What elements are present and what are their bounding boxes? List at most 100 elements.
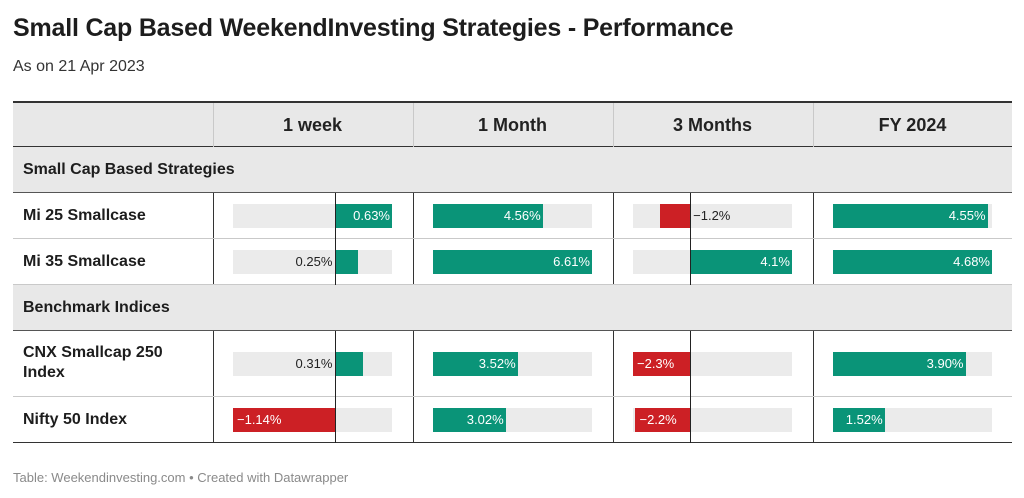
value-label: 4.68% — [953, 254, 990, 269]
column-header-fy-2024: FY 2024 — [878, 115, 947, 135]
positive-bar — [833, 250, 992, 274]
column-divider — [813, 239, 814, 284]
column-divider — [813, 193, 814, 238]
positive-bar — [433, 204, 543, 228]
column-divider — [813, 331, 814, 396]
header-separator — [213, 103, 214, 147]
row-label: Mi 25 Smallcase — [23, 207, 146, 224]
positive-bar — [335, 352, 364, 376]
column-divider — [213, 239, 214, 284]
zero-line — [690, 331, 692, 397]
value-label: 4.55% — [948, 208, 986, 223]
positive-bar — [833, 408, 885, 432]
table-row: Nifty 50 Index −1.14% 3.02% −2.2% 1.52% — [13, 397, 1012, 443]
chart-footer: Table: Weekendinvesting.com • Created wi… — [13, 470, 349, 485]
header-separator — [813, 103, 814, 147]
zero-line — [690, 397, 692, 443]
row-label: CNX Smallcap 250 Index — [23, 344, 163, 381]
group-row: Benchmark Indices — [13, 285, 1012, 331]
column-header-1-month: 1 Month — [478, 115, 547, 135]
value-label: 3.90% — [926, 356, 964, 371]
column-divider — [613, 193, 614, 238]
bar-cell: 4.56% — [433, 204, 592, 228]
table-row: Mi 35 Smallcase 0.25% 6.61% 4.1% 4.68% — [13, 239, 1012, 285]
negative-bar — [635, 408, 691, 432]
negative-bar — [233, 408, 336, 432]
column-divider — [413, 193, 414, 238]
column-divider — [213, 193, 214, 238]
bar-track — [633, 204, 792, 228]
header-separator — [613, 103, 614, 147]
column-divider — [613, 331, 614, 396]
chart-subtitle: As on 21 Apr 2023 — [13, 58, 145, 75]
column-divider — [813, 397, 814, 442]
value-label: 1.52% — [845, 412, 883, 427]
performance-table: 1 week 1 Month 3 Months FY 2024 Small Cap B… — [13, 101, 1012, 443]
positive-bar — [833, 204, 988, 228]
value-label: −1.14% — [237, 412, 282, 427]
value-label: 6.61% — [553, 254, 590, 269]
bar-cell: 6.61% — [433, 250, 592, 274]
table-row: Mi 25 Smallcase 0.63% 4.56% −1.2% 4.55% — [13, 193, 1012, 239]
column-divider — [413, 331, 414, 396]
bar-cell: 0.63% — [233, 204, 392, 228]
column-divider — [613, 397, 614, 442]
column-header-1-week: 1 week — [282, 115, 343, 135]
positive-bar — [433, 408, 506, 432]
bar-cell: 4.55% — [833, 204, 992, 228]
row-label: Nifty 50 Index — [23, 411, 128, 428]
value-label: 0.63% — [353, 208, 390, 223]
positive-bar — [433, 352, 518, 376]
table-row: CNX Smallcap 250 Index 0.31% 3.52% −2.3% 3.9… — [13, 331, 1012, 397]
bar-cell: −1.14% — [233, 408, 392, 432]
column-header-3-months: 3 Months — [673, 115, 752, 135]
bar-cell: 0.25% — [233, 250, 392, 274]
positive-bar — [833, 352, 966, 376]
negative-bar — [660, 204, 691, 228]
bar-cell: 4.1% — [633, 250, 792, 274]
negative-bar — [633, 352, 691, 376]
value-label: −2.3% — [637, 356, 675, 371]
value-label: 4.56% — [503, 208, 541, 223]
bar-cell: 3.02% — [433, 408, 592, 432]
positive-bar — [335, 204, 392, 228]
positive-bar — [690, 250, 792, 274]
zero-line — [335, 397, 337, 443]
header-separator — [413, 103, 414, 147]
bar-cell: −2.2% — [633, 408, 792, 432]
group-row: Small Cap Based Strategies — [13, 147, 1012, 193]
bar-cell: 0.31% — [233, 352, 392, 376]
bar-cell: 3.52% — [433, 352, 592, 376]
value-label: 0.31% — [295, 356, 333, 371]
column-divider — [413, 239, 414, 284]
column-divider — [413, 397, 414, 442]
row-label: Mi 35 Smallcase — [23, 253, 146, 270]
zero-line — [335, 331, 337, 397]
value-label: −1.2% — [693, 208, 731, 223]
value-label: 0.25% — [295, 254, 333, 269]
bar-cell: −1.2% — [633, 204, 792, 228]
zero-line — [335, 239, 337, 285]
bar-cell: −2.3% — [633, 352, 792, 376]
chart-title: Small Cap Based WeekendInvesting Strateg… — [13, 14, 734, 42]
value-label: 3.52% — [478, 356, 516, 371]
bar-cell: 1.52% — [833, 408, 992, 432]
group-label: Benchmark Indices — [23, 299, 170, 316]
bar-cell: 4.68% — [833, 250, 992, 274]
table-header-row: 1 week 1 Month 3 Months FY 2024 — [13, 101, 1012, 147]
value-label: 3.02% — [466, 412, 504, 427]
column-divider — [213, 331, 214, 396]
group-label: Small Cap Based Strategies — [23, 161, 235, 178]
positive-bar — [433, 250, 592, 274]
zero-line — [690, 239, 692, 285]
bar-track — [233, 250, 392, 274]
positive-bar — [335, 250, 358, 274]
bar-cell: 3.90% — [833, 352, 992, 376]
bar-track — [233, 352, 392, 376]
value-label: −2.2% — [639, 412, 677, 427]
value-label: 4.1% — [760, 254, 790, 269]
zero-line — [690, 193, 692, 239]
column-divider — [613, 239, 614, 284]
zero-line — [335, 193, 337, 239]
column-divider — [213, 397, 214, 442]
